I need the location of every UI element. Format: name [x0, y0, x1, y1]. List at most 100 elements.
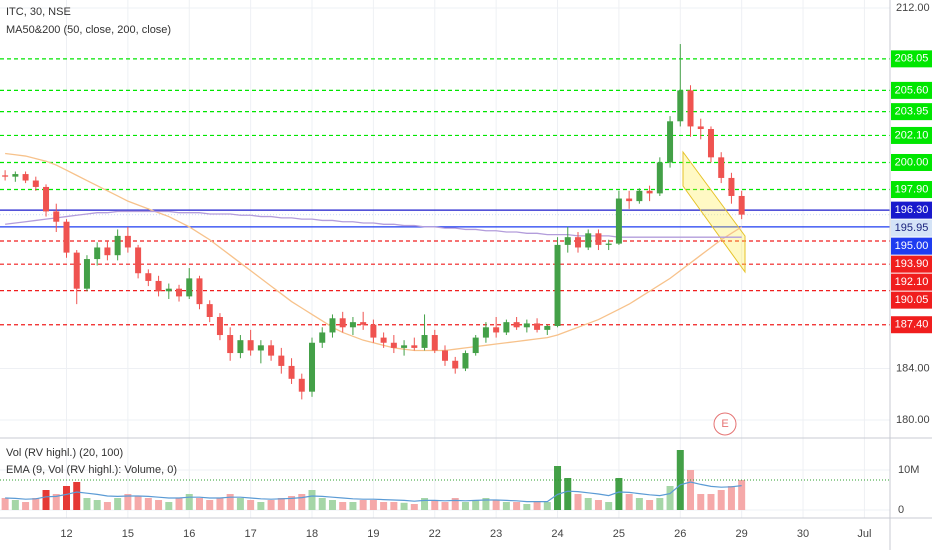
- candle-body: [53, 211, 60, 222]
- x-tick-label: 29: [736, 528, 748, 540]
- volume-bar: [380, 502, 388, 510]
- candle-body: [309, 342, 316, 392]
- volume-bar: [594, 500, 602, 510]
- candle-body: [237, 340, 244, 354]
- candle-body: [114, 235, 121, 256]
- volume-bar: [247, 500, 255, 510]
- candle-body: [626, 198, 633, 202]
- level-label-box: [891, 201, 932, 219]
- volume-bar: [646, 500, 654, 510]
- candle-body: [370, 324, 377, 338]
- volume-bar: [625, 494, 633, 510]
- candle-body: [452, 360, 459, 369]
- candle-body: [145, 273, 152, 281]
- candle-body: [288, 365, 295, 379]
- level-label: 195.95: [895, 222, 929, 234]
- volume-bar: [206, 500, 214, 510]
- y-tick-label: 0: [898, 504, 904, 516]
- volume-bar: [533, 502, 541, 510]
- level-label: 190.05: [895, 294, 929, 306]
- volume-bar: [226, 494, 234, 510]
- candle-body: [728, 177, 735, 196]
- volume-bar: [165, 502, 173, 510]
- ema-legend: EMA (9, Vol (RV highl.): Volume, 0): [6, 464, 177, 476]
- x-tick-label: 25: [613, 528, 625, 540]
- x-tick-label: 12: [60, 528, 72, 540]
- volume-bar: [216, 498, 224, 510]
- candle-body: [564, 237, 571, 245]
- x-tick-label: 30: [797, 528, 809, 540]
- volume-bar: [543, 502, 551, 510]
- candle-body: [513, 322, 520, 328]
- candle-body: [278, 355, 285, 366]
- level-label-box: [891, 219, 932, 237]
- candle-body: [63, 221, 70, 253]
- level-label: 203.95: [895, 106, 929, 118]
- volume-bar: [615, 478, 623, 510]
- candle-body: [472, 337, 479, 354]
- event-label[interactable]: E: [721, 418, 728, 430]
- ema-line: [5, 481, 742, 503]
- volume-bar: [277, 498, 285, 510]
- x-tick-label: 17: [245, 528, 257, 540]
- level-label: 205.60: [895, 84, 929, 96]
- candle-body: [2, 175, 9, 177]
- volume-bar: [482, 498, 490, 510]
- y-tick-label: 180.00: [896, 414, 930, 426]
- volume-bar: [11, 500, 19, 510]
- volume-bar: [288, 496, 296, 510]
- candle-body: [718, 157, 725, 178]
- candle-body: [216, 316, 223, 336]
- volume-bar: [62, 486, 70, 510]
- levels: [0, 58, 890, 326]
- volume-bar: [134, 496, 142, 510]
- candle-body: [176, 288, 183, 297]
- candle-body: [165, 288, 172, 292]
- x-tick-label: 15: [122, 528, 134, 540]
- candle-body: [329, 318, 336, 333]
- candle-body: [135, 247, 142, 274]
- candle-body: [380, 337, 387, 343]
- volume-bar: [1, 498, 9, 510]
- volume-bar: [717, 490, 725, 510]
- volume-bar: [605, 502, 613, 510]
- candle-body: [339, 318, 346, 328]
- volume-bar: [707, 494, 715, 510]
- volume-bar: [390, 502, 398, 510]
- level-label-box: [891, 237, 932, 255]
- level-label: 202.10: [895, 129, 929, 141]
- level-label-box: [891, 103, 932, 121]
- candle-body: [155, 280, 162, 292]
- grid: [0, 0, 890, 518]
- volume-bar: [144, 498, 152, 510]
- volume-bar: [93, 500, 101, 510]
- candle-body: [544, 326, 551, 330]
- level-label-box: [891, 153, 932, 171]
- volume-bar: [298, 494, 306, 510]
- event-marker[interactable]: [713, 412, 737, 436]
- candle-body: [319, 332, 326, 343]
- candle-body: [738, 195, 745, 215]
- candle-body: [43, 186, 50, 212]
- chart-title: ITC, 30, NSE: [6, 6, 71, 18]
- volume-bar: [328, 500, 336, 510]
- x-tick-label: 16: [183, 528, 195, 540]
- candle-body: [595, 233, 602, 245]
- volume-bar: [451, 498, 459, 510]
- candle-body: [707, 129, 714, 158]
- level-label: 192.10: [895, 276, 929, 288]
- volume-bar: [635, 498, 643, 510]
- volume-bar: [400, 502, 408, 510]
- volume-bar: [236, 498, 244, 510]
- level-label-box: [891, 273, 932, 291]
- candle-body: [360, 322, 367, 325]
- level-label: 197.90: [895, 183, 929, 195]
- volume-bar: [461, 502, 469, 510]
- candle-body: [605, 243, 612, 245]
- volume-bar: [22, 502, 30, 510]
- x-tick-label: Jul: [857, 528, 871, 540]
- candle-body: [94, 247, 101, 260]
- volume-bar: [431, 500, 439, 510]
- candle-body: [104, 247, 111, 256]
- level-label-box: [891, 81, 932, 99]
